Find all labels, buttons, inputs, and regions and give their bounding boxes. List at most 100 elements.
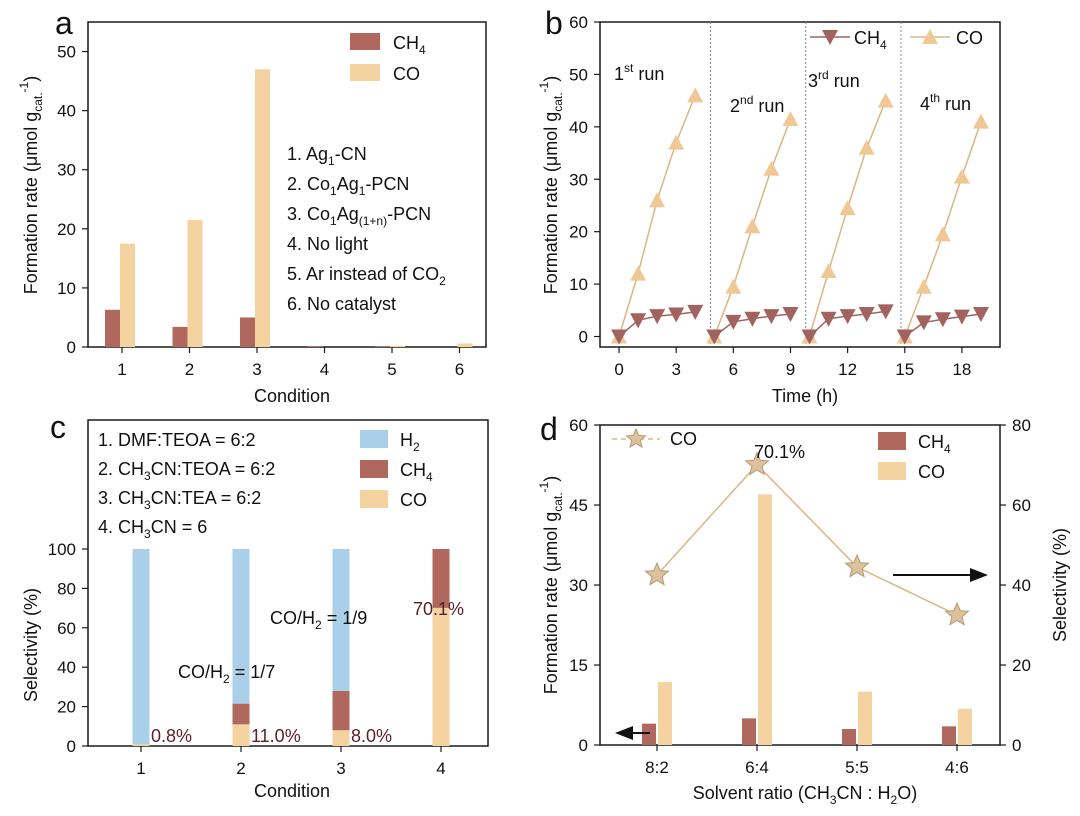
ch4-point-run1-3 xyxy=(668,307,685,323)
co-point-run3-1 xyxy=(820,262,837,278)
panel-a-label: a xyxy=(55,5,73,41)
condition-1: 1. Ag1-CN xyxy=(287,144,367,168)
panel-c-legend-h2-swatch xyxy=(360,430,388,448)
condition-2: 2. Co1Ag1-PCN xyxy=(287,174,409,198)
panel-a-legend-co-swatch xyxy=(350,64,380,81)
ch4-point-run1-1 xyxy=(630,313,647,329)
solvent-condition-1: 1. DMF:TEOA = 6:2 xyxy=(98,430,256,450)
bar-c-co-3 xyxy=(332,730,350,746)
d-xtick-label-3: 4:6 xyxy=(945,758,969,777)
b-xtick-label-18: 18 xyxy=(952,360,971,379)
run-2-label: 2nd run xyxy=(730,93,784,116)
bar-c-h2-2 xyxy=(232,549,250,704)
solvent-condition-2: 2. CH3CN:TEOA = 6:2 xyxy=(98,459,275,483)
a-xtick-label-1: 1 xyxy=(117,360,126,379)
run-3-label: 3rd run xyxy=(808,68,860,91)
condition-6: 6. No catalyst xyxy=(287,294,396,314)
ch4-point-run3-3 xyxy=(858,306,875,322)
condition-5: 5. Ar instead of CO2 xyxy=(287,264,446,288)
condition-3: 3. Co1Ag(1+n)-PCN xyxy=(287,204,431,228)
co-point-run1-1 xyxy=(630,265,647,281)
bar-a-ch4-4 xyxy=(307,346,323,347)
panel-a: 1 2 3 4 5 6 0 10 20 30 40 50 Condition Formation ra… xyxy=(17,21,487,406)
panel-a-xlabel: Condition xyxy=(254,386,330,406)
d-xtick-label-1: 6:4 xyxy=(745,758,769,777)
c-ytick-label-40: 40 xyxy=(57,658,76,677)
b-xtick-label-3: 3 xyxy=(671,360,680,379)
solvent-condition-3: 3. CH3CN:TEA = 6:2 xyxy=(98,488,261,512)
ratio-label-3: CO/H2 = 1/9 xyxy=(270,608,367,632)
c-xtick-label-2: 2 xyxy=(236,759,245,778)
b-ytick-label-30: 30 xyxy=(569,170,588,189)
b-ytick-label-40: 40 xyxy=(569,118,588,137)
legend-ch4-triangle-down-icon xyxy=(822,30,838,45)
ch4-point-run3-1 xyxy=(820,311,837,327)
b-xtick-label-6: 6 xyxy=(729,360,738,379)
co-point-run4-2 xyxy=(934,226,951,242)
ch4-point-run2-0 xyxy=(706,329,723,345)
b-xtick-label-15: 15 xyxy=(895,360,914,379)
bar-a-ch4-2 xyxy=(172,326,188,347)
co-point-run3-3 xyxy=(858,139,875,155)
panel-b-legend-co: CO xyxy=(956,28,983,48)
d-y2tick-label-40: 40 xyxy=(1012,576,1031,595)
panel-a-ylabel: Formation rate (μmol gcat.-1) xyxy=(17,76,45,294)
bar-d-co-1 xyxy=(758,494,772,745)
panel-b-xlabel: Time (h) xyxy=(772,386,838,406)
panel-c-label: c xyxy=(50,409,66,445)
a-ytick-label-40: 40 xyxy=(57,102,76,121)
c-ytick-label-60: 60 xyxy=(57,619,76,638)
pct-label-3: 8.0% xyxy=(351,726,392,746)
ch4-point-run2-3 xyxy=(763,309,780,325)
d-ytick-label-60: 60 xyxy=(569,416,588,435)
c-xtick-label-4: 4 xyxy=(436,759,445,778)
panel-d-ylabel: Formation rate (μmol gcat.-1) xyxy=(537,476,565,694)
ch4-point-run3-0 xyxy=(801,329,818,345)
panel-d-legend-co-swatch xyxy=(878,462,906,480)
bar-c-h2-3 xyxy=(332,549,350,691)
panel-a-legend-ch4: CH4 xyxy=(393,33,426,57)
co-point-run3-2 xyxy=(839,200,856,216)
bar-d-co-2 xyxy=(858,691,872,745)
run1-co-line xyxy=(618,95,696,337)
legend-star-icon xyxy=(625,427,647,449)
panel-c-xlabel: Condition xyxy=(254,781,330,801)
bar-c-co-4 xyxy=(432,607,450,746)
bar-c-co-1 xyxy=(132,744,150,746)
co-point-run2-4 xyxy=(782,110,799,126)
bar-c-ch4-2 xyxy=(232,703,250,725)
a-ytick-label-10: 10 xyxy=(57,279,76,298)
pct-label-1: 0.8% xyxy=(151,726,192,746)
bar-c-h2-1 xyxy=(132,549,150,745)
panel-b-label: b xyxy=(545,5,563,41)
panel-d-y2label: Selectivity (%) xyxy=(1050,528,1070,642)
selectivity-star-0 xyxy=(644,561,670,586)
panel-a-legend-ch4-swatch xyxy=(350,33,380,50)
a-ytick-label-20: 20 xyxy=(57,220,76,239)
b-xtick-label-12: 12 xyxy=(838,360,857,379)
panel-a-legend-co: CO xyxy=(393,64,420,84)
bar-d-co-3 xyxy=(958,708,972,745)
bar-c-ch4-4 xyxy=(432,549,450,608)
d-ytick-label-45: 45 xyxy=(569,496,588,515)
arrow-right-icon xyxy=(970,568,988,582)
a-ytick-label-50: 50 xyxy=(57,43,76,62)
c-ytick-label-100: 100 xyxy=(48,540,76,559)
a-ytick-label-30: 30 xyxy=(57,161,76,180)
panel-a-frame xyxy=(87,21,487,348)
c-ytick-label-80: 80 xyxy=(57,579,76,598)
ch4-point-run2-2 xyxy=(744,311,761,327)
co-point-run1-2 xyxy=(649,192,666,208)
bar-d-co-0 xyxy=(658,682,672,745)
bar-a-ch4-5 xyxy=(375,346,390,347)
bar-c-ch4-3 xyxy=(332,690,350,731)
bar-d-ch4-0 xyxy=(642,723,656,745)
co-point-run1-3 xyxy=(668,134,685,150)
ch4-point-run2-1 xyxy=(725,314,742,330)
panel-b: 0 3 6 9 12 15 18 0 10 20 30 40 50 60 Time (h) Formati… xyxy=(537,13,1001,406)
pct-label-4: 70.1% xyxy=(413,599,464,619)
bar-a-co-5 xyxy=(390,345,405,347)
a-xtick-label-3: 3 xyxy=(252,360,261,379)
